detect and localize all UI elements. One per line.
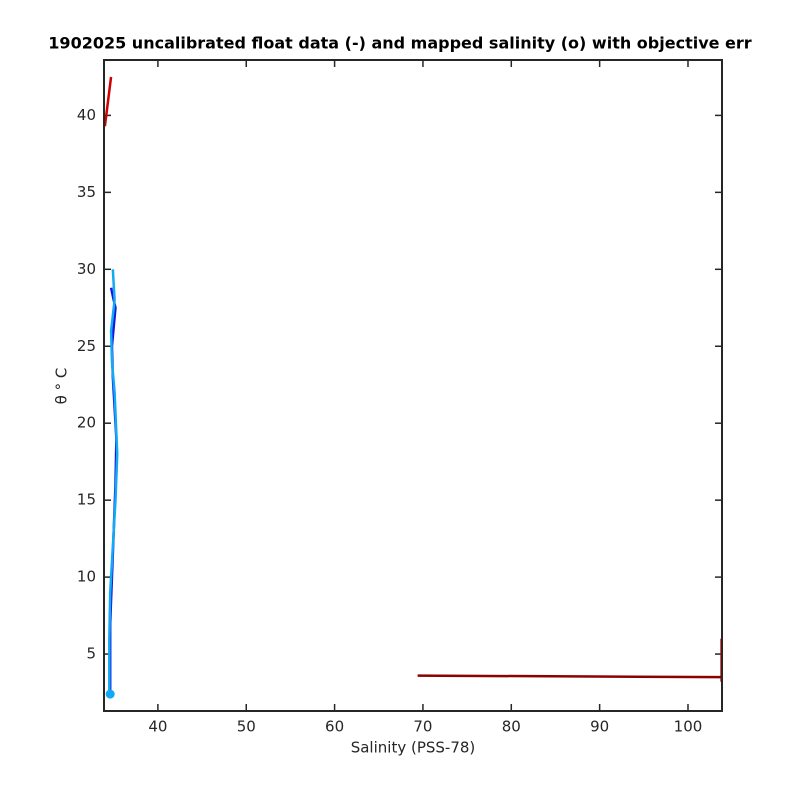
x-tick-label: 100 bbox=[674, 718, 703, 736]
y-tick-label: 20 bbox=[77, 414, 96, 432]
x-tick-label: 70 bbox=[413, 718, 432, 736]
x-tick-label: 60 bbox=[325, 718, 344, 736]
y-axis-label: θ ° C bbox=[53, 368, 71, 405]
series-line bbox=[417, 674, 722, 679]
x-tick-label: 90 bbox=[590, 718, 609, 736]
y-tick-label: 35 bbox=[77, 183, 96, 201]
x-axis-label: Salinity (PSS-78) bbox=[351, 739, 476, 757]
plot-frame bbox=[103, 59, 723, 712]
y-tick-label: 25 bbox=[77, 337, 96, 355]
y-tick-label: 30 bbox=[77, 260, 96, 278]
marker bbox=[105, 689, 115, 699]
y-tick-label: 15 bbox=[77, 491, 96, 509]
x-tick-label: 50 bbox=[237, 718, 256, 736]
series-line bbox=[108, 269, 119, 695]
x-tick-label: 80 bbox=[502, 718, 521, 736]
x-tick-label: 40 bbox=[148, 718, 167, 736]
y-tick-label: 5 bbox=[86, 645, 96, 663]
series-line bbox=[104, 76, 113, 127]
y-tick-label: 10 bbox=[77, 568, 96, 586]
chart-title: 1902025 uncalibrated float data (-) and … bbox=[48, 34, 751, 53]
y-tick-label: 40 bbox=[77, 106, 96, 124]
